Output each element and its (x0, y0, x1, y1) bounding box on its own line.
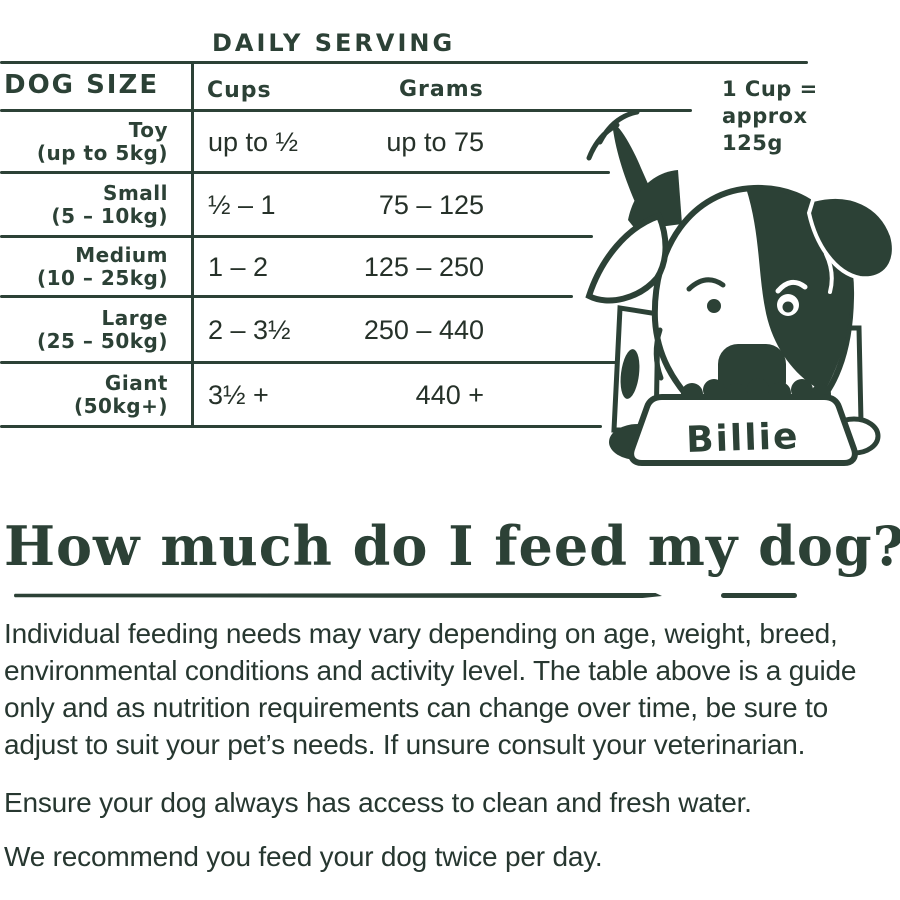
paragraph-frequency: We recommend you feed your dog twice per… (4, 841, 603, 872)
table-rule (0, 361, 618, 364)
table-rule (0, 235, 593, 238)
leg-spot (620, 349, 640, 399)
table-row-giant: Giant (50kg+) 3½ + 440 + (0, 364, 540, 426)
table-rule (0, 171, 610, 174)
dog-size-label: Toy (up to 5kg) (0, 119, 168, 165)
table-rule-top (0, 61, 808, 64)
table-title: DAILY SERVING (212, 29, 456, 57)
table-rule (0, 295, 573, 298)
paragraph-water: Ensure your dog always has access to cle… (4, 787, 752, 818)
cups-value: ½ – 1 (208, 189, 276, 220)
dog-size-label: Large (25 – 50kg) (0, 307, 168, 353)
grams-value: up to 75 (386, 126, 484, 157)
ear-inner-line (824, 252, 834, 294)
cup-note-line: 1 Cup = (722, 77, 818, 101)
size-range: (10 – 25kg) (37, 266, 168, 290)
eyebrow-left (686, 277, 726, 292)
grams-value: 440 + (415, 379, 484, 410)
title-underline (14, 593, 662, 598)
cups-value: up to ½ (208, 126, 299, 157)
cups-value: 2 – 3½ (208, 314, 291, 345)
size-range: (up to 5kg) (36, 141, 168, 165)
column-header-grams: Grams (399, 77, 484, 102)
cup-weight-note: 1 Cup = approx 125g (722, 76, 818, 157)
column-header-dog-size: DOG SIZE (4, 70, 160, 100)
dog-size-label: Giant (50kg+) (0, 372, 168, 418)
size-range: (5 – 10kg) (51, 204, 168, 228)
eye-right-pupil (782, 301, 794, 313)
size-name: Small (103, 181, 168, 205)
dog-ear-right (806, 194, 896, 281)
table-row-toy: Toy (up to 5kg) up to ½ up to 75 (0, 112, 540, 172)
dog-ear-left (585, 212, 669, 304)
dog-size-label: Small (5 – 10kg) (0, 182, 168, 228)
eye-left (707, 299, 721, 313)
size-name: Medium (75, 243, 168, 267)
table-divider-vertical (191, 62, 194, 427)
dog-name-label: Billie (686, 416, 801, 461)
grams-value: 75 – 125 (378, 189, 484, 220)
cups-value: 1 – 2 (208, 251, 269, 282)
size-name: Toy (128, 118, 168, 142)
paragraph-feeding-guidance: Individual feeding needs may vary depend… (4, 618, 857, 760)
table-row-small: Small (5 – 10kg) ½ – 1 75 – 125 (0, 174, 540, 236)
page-title: How much do I feed my dog? (4, 514, 900, 578)
dog-bowl (628, 394, 858, 466)
size-name: Giant (104, 371, 168, 395)
size-range: (50kg+) (74, 394, 168, 418)
size-range: (25 – 50kg) (37, 329, 168, 353)
cup-note-line: approx (722, 104, 808, 128)
size-name: Large (101, 306, 168, 330)
cheek-line (653, 327, 664, 381)
grams-value: 250 – 440 (363, 314, 484, 345)
title-underline-dog (721, 593, 797, 598)
dog-size-label: Medium (10 – 25kg) (0, 244, 168, 290)
cup-note-line: 125g (722, 131, 783, 155)
table-rule-header (0, 109, 692, 112)
grams-value: 125 – 250 (363, 251, 484, 282)
cups-value: 3½ + (208, 379, 269, 410)
table-row-large: Large (25 – 50kg) 2 – 3½ 250 – 440 (0, 298, 540, 362)
table-rule-bottom (0, 425, 602, 428)
column-header-cups: Cups (207, 78, 272, 103)
table-row-medium: Medium (10 – 25kg) 1 – 2 125 – 250 (0, 238, 540, 296)
eyebrow-right (775, 279, 808, 294)
dog-illustration: Billie (585, 109, 896, 466)
dog-back-patch (628, 170, 682, 230)
tail-motion-lines (586, 109, 640, 161)
